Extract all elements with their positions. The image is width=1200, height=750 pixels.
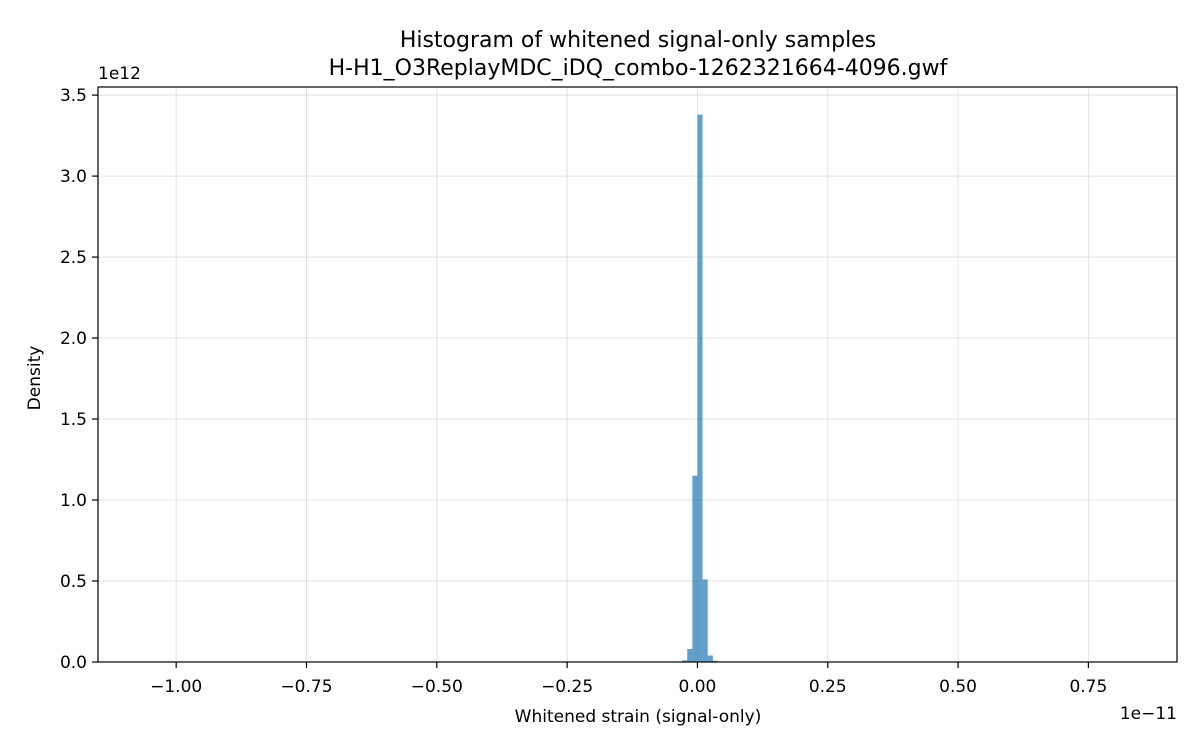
histogram-bar <box>692 475 698 662</box>
y-tick-label: 1.0 <box>60 491 87 511</box>
x-tick-label: 0.75 <box>1069 677 1107 697</box>
y-axis-offset-label: 1e12 <box>98 64 141 84</box>
y-tick-label: 1.5 <box>60 410 87 430</box>
x-tick-label: −0.75 <box>280 677 332 697</box>
grid-lines <box>98 87 1177 663</box>
y-tick-label: 3.0 <box>60 167 87 187</box>
y-tick-label: 2.5 <box>60 248 87 268</box>
y-tick-label: 2.0 <box>60 329 87 349</box>
y-tick-label: 0.0 <box>60 653 87 673</box>
x-tick-label: 0.25 <box>809 677 847 697</box>
x-tick-label: −1.00 <box>150 677 202 697</box>
y-axis-ticks: 0.0 0.5 1.0 1.5 2.0 2.5 3.0 3.5 <box>60 86 98 673</box>
histogram-bar <box>712 660 718 662</box>
y-tick-label: 0.5 <box>60 572 87 592</box>
chart-subtitle: H-H1_O3ReplayMDC_iDQ_combo-1262321664-40… <box>329 56 949 81</box>
histogram-bars <box>682 114 718 662</box>
x-tick-label: −0.50 <box>411 677 463 697</box>
x-axis-offset-label: 1e−11 <box>1120 704 1177 724</box>
y-axis-label: Density <box>25 346 45 411</box>
x-tick-label: 0.00 <box>679 677 717 697</box>
histogram-bar <box>707 655 713 662</box>
chart-title: Histogram of whitened signal-only sample… <box>400 28 876 53</box>
x-axis-label: Whitened strain (signal-only) <box>515 707 762 727</box>
plot-frame <box>97 86 1178 663</box>
histogram-bar <box>702 579 708 662</box>
y-tick-label: 3.5 <box>60 86 87 106</box>
histogram-bar <box>687 649 693 662</box>
x-tick-label: 0.50 <box>939 677 977 697</box>
x-tick-label: −0.25 <box>541 677 593 697</box>
histogram-bar <box>697 114 703 662</box>
x-axis-ticks: −1.00 −0.75 −0.50 −0.25 0.00 0.25 0.50 0.75 <box>150 662 1107 697</box>
histogram-bar <box>682 660 688 662</box>
